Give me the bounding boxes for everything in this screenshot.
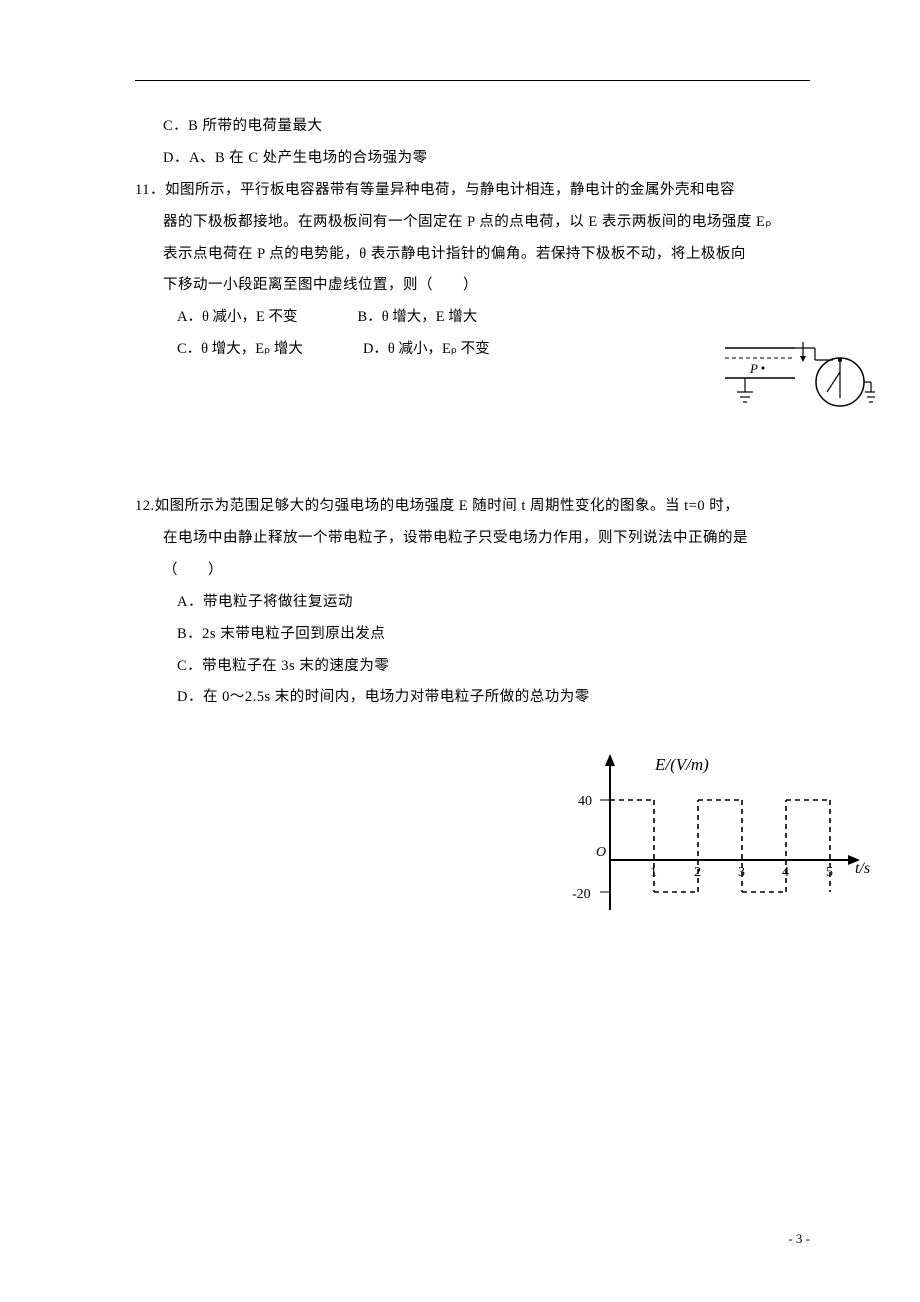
q11-option-d: D．θ 减小，Eₚ 不变 <box>363 334 490 366</box>
ylabel: E/(V/m) <box>654 755 709 774</box>
q12-option-d: D．在 0～2.5s 末的时间内，电场力对带电粒子所做的总功为零 <box>135 682 810 714</box>
q11: 11．如图所示，平行板电容器带有等量异种电荷，与静电计相连，静电计的金属外壳和电… <box>135 175 810 207</box>
q11-num: 11． <box>135 182 165 198</box>
ytick-40: 40 <box>578 794 592 809</box>
q12-body3: （ ） <box>135 555 810 587</box>
top-rule <box>135 80 810 81</box>
q11-option-a: A．θ 减小，E 不变 <box>177 302 298 334</box>
ytick-neg20: -20 <box>572 887 591 902</box>
q12-num: 12. <box>135 498 155 514</box>
q12-body1: 如图所示为范围足够大的匀强电场的电场强度 E 随时间 t 周期性变化的图象。当 … <box>155 498 740 514</box>
figure-capacitor: P <box>715 330 875 420</box>
q10-option-d: D．A、B 在 C 处产生电场的合场强为零 <box>135 143 810 175</box>
q11-body1: 如图所示，平行板电容器带有等量异种电荷，与静电计相连，静电计的金属外壳和电容 <box>165 182 735 198</box>
origin-label: O <box>596 845 606 860</box>
xlabel: t/s <box>855 860 870 877</box>
q11-body3: 表示点电荷在 P 点的电势能，θ 表示静电计指针的偏角。若保持下极板不动，将上极… <box>135 239 810 271</box>
q10-option-c: C．B 所带的电荷量最大 <box>135 111 810 143</box>
point-p-label: P <box>749 361 758 376</box>
q12-option-b: B．2s 末带电粒子回到原出发点 <box>135 619 810 651</box>
q11-option-c: C．θ 增大，Eₚ 增大 <box>177 334 303 366</box>
page-number: - 3 - <box>788 1231 810 1247</box>
figure-e-t-chart: 40 -20 O E/(V/m) t/s 1 2 3 4 5 <box>560 750 870 950</box>
q12-option-a: A．带电粒子将做往复运动 <box>135 587 810 619</box>
q11-body4: 下移动一小段距离至图中虚线位置，则（ ） <box>135 270 810 302</box>
q12: 12.如图所示为范围足够大的匀强电场的电场强度 E 随时间 t 周期性变化的图象… <box>135 491 810 523</box>
q12-body2: 在电场中由静止释放一个带电粒子，设带电粒子只受电场力作用，则下列说法中正确的是 <box>135 523 810 555</box>
q12-option-c: C．带电粒子在 3s 末的速度为零 <box>135 651 810 683</box>
q11-body2: 器的下极板都接地。在两极板间有一个固定在 P 点的点电荷，以 E 表示两板间的电… <box>135 207 810 239</box>
q11-option-b: B．θ 增大，E 增大 <box>358 302 478 334</box>
